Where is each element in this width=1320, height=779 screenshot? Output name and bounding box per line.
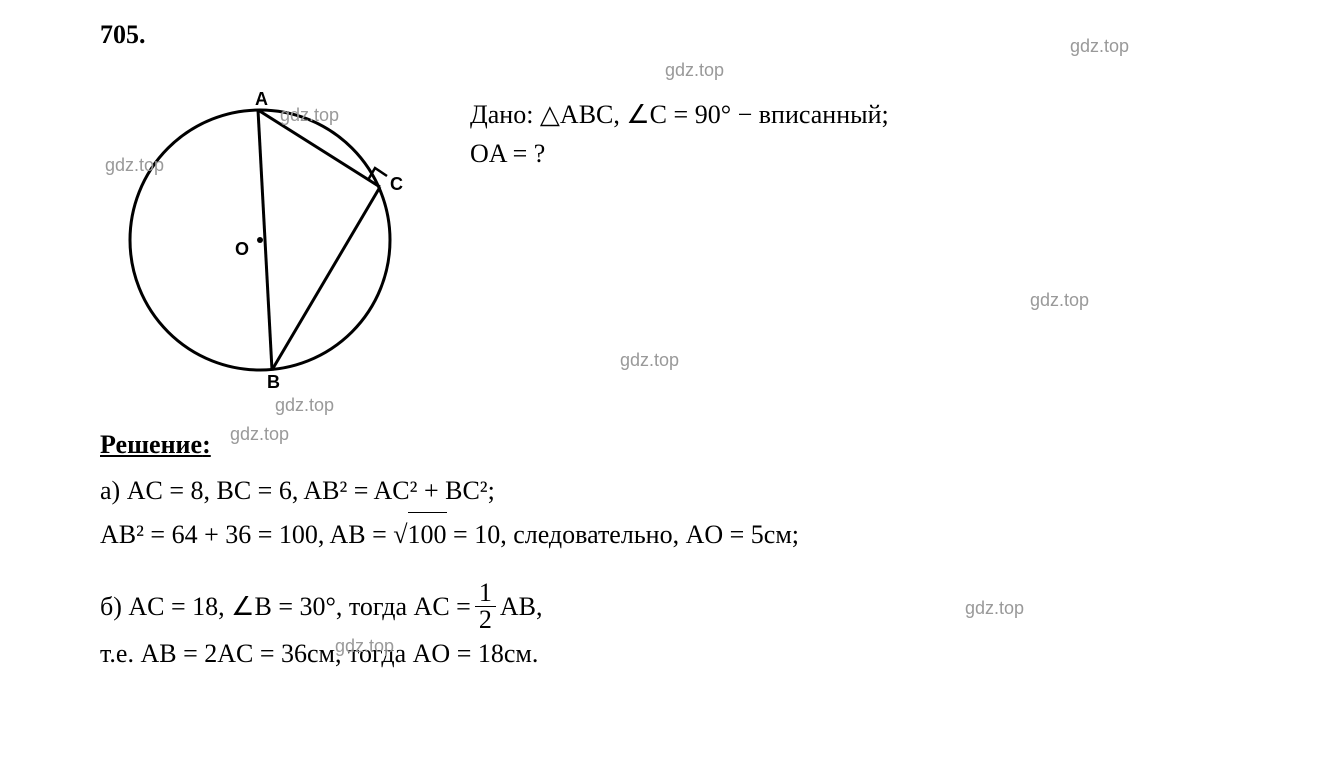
watermark: gdz.top: [335, 636, 394, 657]
solution-a-line1: а) AC = 8, BC = 6, AB² = AC² + BC²;: [100, 470, 799, 512]
fraction: 1 2: [475, 580, 496, 633]
watermark: gdz.top: [230, 424, 289, 445]
line-bc: [272, 187, 380, 370]
sol-b-l1-p1: б) AC = 18, ∠B = 30°, тогда AC =: [100, 586, 471, 628]
frac-den: 2: [475, 607, 496, 633]
watermark: gdz.top: [280, 105, 339, 126]
geometry-diagram: A B C O: [100, 80, 420, 390]
given-line2: OA = ?: [470, 139, 545, 168]
watermark: gdz.top: [1030, 290, 1089, 311]
solution-b-line2: т.е. AB = 2AC = 36см, тогда AO = 18см.: [100, 633, 542, 675]
watermark: gdz.top: [275, 395, 334, 416]
sol-a-l2-p1: AB² = 64 + 36 = 100, AB =: [100, 520, 393, 549]
given-angle: 90°: [695, 100, 731, 129]
given-label: Дано:: [470, 100, 533, 129]
sol-b-l1-p2: AB,: [500, 586, 543, 628]
given-line1-suffix: − вписанный;: [731, 100, 889, 129]
watermark: gdz.top: [1070, 36, 1129, 57]
solution-label-text: Решение: [100, 430, 202, 459]
sol-a-l2-p3: , следовательно, AO = 5см;: [500, 520, 799, 549]
problem-number: 705.: [100, 20, 146, 50]
sqrt-value: 100: [408, 512, 447, 556]
watermark: gdz.top: [965, 598, 1024, 619]
frac-num: 1: [475, 580, 496, 607]
label-a: A: [255, 89, 268, 109]
solution-part-a: а) AC = 8, BC = 6, AB² = AC² + BC²; AB² …: [100, 470, 799, 555]
given-block: Дано: △ABC, ∠C = 90° − вписанный; OA = ?: [470, 95, 889, 173]
watermark: gdz.top: [665, 60, 724, 81]
sqrt-expr: √100: [393, 512, 446, 556]
colon: :: [202, 430, 211, 459]
solution-label: Решение:: [100, 430, 211, 460]
watermark: gdz.top: [105, 155, 164, 176]
label-c: C: [390, 174, 403, 194]
solution-part-b: б) AC = 18, ∠B = 30°, тогда AC = 1 2 AB,…: [100, 580, 542, 675]
center-point: [257, 237, 263, 243]
sol-a-l2-p2: = 10: [447, 520, 501, 549]
given-line1-prefix: △ABC, ∠C =: [540, 100, 695, 129]
label-b: B: [267, 372, 280, 390]
solution-b-line1: б) AC = 18, ∠B = 30°, тогда AC = 1 2 AB,: [100, 580, 542, 633]
label-o: O: [235, 239, 249, 259]
watermark: gdz.top: [620, 350, 679, 371]
solution-a-line2: AB² = 64 + 36 = 100, AB = √100 = 10, сле…: [100, 512, 799, 556]
